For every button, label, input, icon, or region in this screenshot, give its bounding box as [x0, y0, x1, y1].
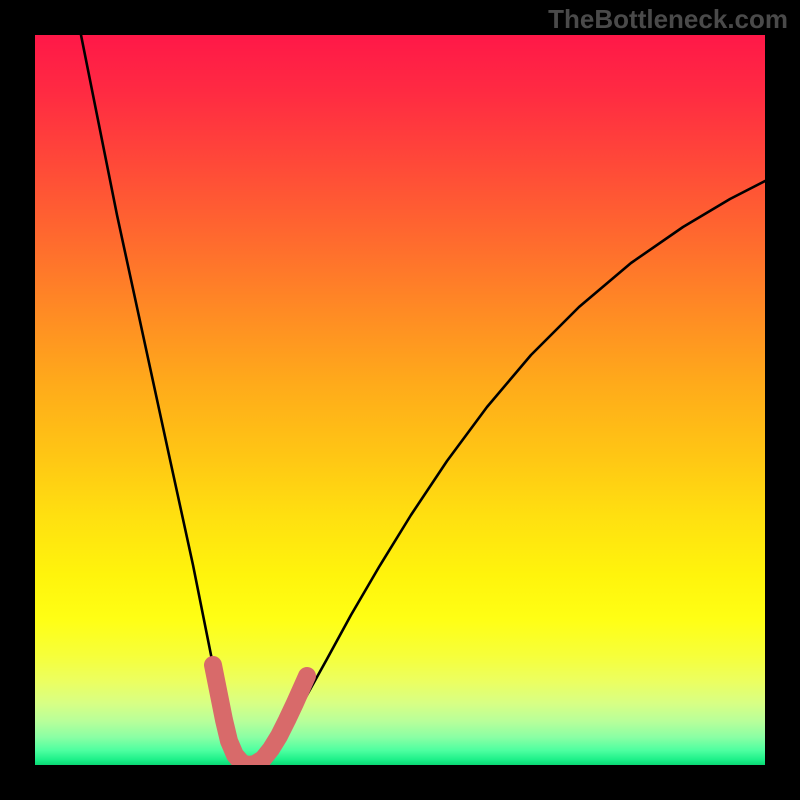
chart-svg: [35, 35, 765, 765]
plot-area: [35, 35, 765, 765]
frame-bottom: [0, 765, 800, 800]
bottleneck-valley-thick: [213, 665, 307, 765]
watermark-text: TheBottleneck.com: [548, 4, 788, 35]
frame-left: [0, 0, 35, 800]
bottleneck-curve-thin: [81, 35, 765, 765]
frame-right: [765, 0, 800, 800]
